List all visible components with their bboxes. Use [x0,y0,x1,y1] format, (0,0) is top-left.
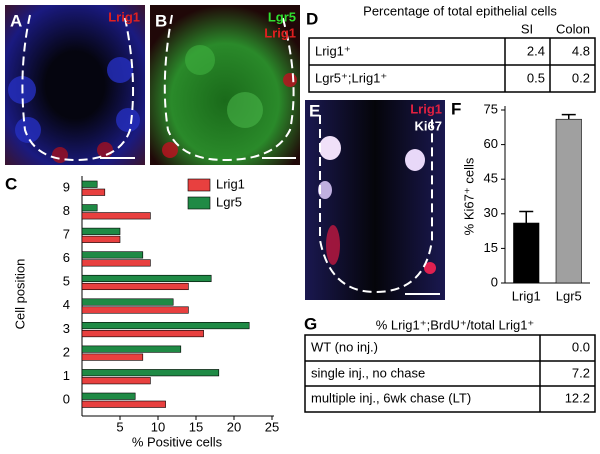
y-tick-label: 6 [63,250,70,265]
y-tick-label: 7 [63,227,70,242]
table-d-grid [308,37,596,93]
y-tick-label: 5 [63,274,70,289]
table-cell: single inj., no chase [311,365,425,380]
x-tick-label: 20 [227,419,241,434]
y-tick-label: 2 [63,344,70,359]
micrograph-e [305,100,445,300]
micrograph-a [5,5,145,165]
legend-label: Lgr5 [216,194,242,209]
bar [81,377,151,385]
bar [81,204,98,212]
y-tick-label: 9 [63,179,70,194]
panel-label: E [309,101,320,120]
legend-label: Lrig1 [216,176,245,191]
table-cell: 12.2 [565,390,590,405]
stain-label: Lrig1 [264,25,296,40]
y-tick-label: 45 [484,171,498,186]
y-tick-label: 15 [484,240,498,255]
bar [81,353,144,361]
table-cell: 4.8 [572,43,590,58]
table-title: % Lrig1⁺;BrdU⁺/total Lrig1⁺ [376,317,535,332]
table-cell: 7.2 [572,365,590,380]
bar [81,188,106,196]
y-tick-label: 8 [63,203,70,218]
legend-swatch [187,196,211,210]
panel-label: B [155,11,167,30]
x-tick-label: Lrig1 [512,288,541,303]
stain-label: Lrig1 [108,9,140,24]
x-axis-label: % Positive cells [132,434,223,449]
table-title: Percentage of total epithelial cells [363,3,557,18]
bar [81,227,121,235]
table-cell: Lgr5⁺;Lrig1⁺ [315,70,387,85]
stain-label: Lgr5 [268,9,296,24]
bar [81,212,151,220]
micrograph-b [150,5,300,165]
column-header: Colon [556,21,590,36]
stain-label: Lrig1 [410,101,442,116]
column-header: SI [521,21,533,36]
y-axis-label: Cell position [12,259,27,330]
y-tick-label: 1 [63,368,70,383]
y-tick-label: 0 [63,391,70,406]
bar [81,330,204,338]
x-tick-label: 5 [116,419,123,434]
table-cell: 0.0 [572,339,590,354]
y-tick-label: 3 [63,321,70,336]
bar [81,392,136,400]
y-tick-label: 60 [484,136,498,151]
bar [81,274,212,283]
table-cell: 0.5 [527,70,545,85]
table-cell: 0.2 [572,70,590,85]
y-tick-label: 75 [484,101,498,116]
bar [81,369,220,377]
bar [81,251,144,259]
legend-swatch [187,178,211,192]
table-cell: WT (no inj.) [311,339,378,354]
bar [81,322,250,330]
bar [81,400,166,408]
panel-label: G [304,314,317,333]
x-tick-label: 15 [189,419,203,434]
bar [555,118,582,284]
y-tick-label: 30 [484,205,498,220]
panel-label: D [306,9,318,28]
x-tick-label: 10 [151,419,165,434]
y-axis-label: % Ki67⁺ cells [461,157,476,235]
x-tick-label: 25 [265,419,279,434]
bar [81,306,189,314]
bar [81,345,182,353]
bar [81,180,98,188]
bar [513,222,540,284]
panel-label: F [451,99,461,118]
stain-label: Ki67 [415,118,442,133]
bar [81,298,174,306]
x-tick-label: Lgr5 [556,288,582,303]
table-g-grid [304,334,596,413]
table-cell: multiple inj., 6wk chase (LT) [311,390,471,405]
y-tick-label: 4 [63,297,70,312]
bar [81,235,121,243]
table-cell: 2.4 [527,43,545,58]
table-cell: Lrig1⁺ [315,43,351,58]
bar [81,259,151,267]
y-tick-label: 0 [491,274,498,289]
panel-label: C [5,174,17,193]
panel-label: A [10,11,22,30]
bar [81,282,189,291]
